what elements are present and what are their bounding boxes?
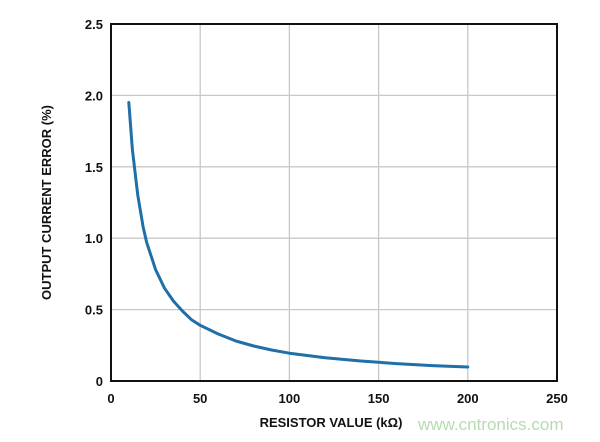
x-tick-label: 0 [107, 391, 114, 406]
series-line [127, 101, 470, 369]
y-tick-label: 0.5 [85, 303, 103, 318]
y-axis-label: OUTPUT CURRENT ERROR (%) [39, 105, 54, 300]
x-tick-label: 250 [546, 391, 568, 406]
x-tick-label: 50 [193, 391, 207, 406]
y-tick-label: 2.0 [85, 88, 103, 103]
plot-frame [110, 23, 558, 382]
x-axis-label: RESISTOR VALUE (kΩ) [260, 415, 403, 430]
y-tick-label: 1.5 [85, 160, 103, 175]
y-tick-label: 2.5 [85, 17, 103, 32]
watermark: www.cntronics.com [418, 415, 564, 434]
x-tick-label: 200 [457, 391, 479, 406]
y-tick-label: 0 [96, 374, 103, 389]
x-tick-label: 150 [368, 391, 390, 406]
y-tick-label: 1.0 [85, 231, 103, 246]
x-tick-label: 100 [279, 391, 301, 406]
